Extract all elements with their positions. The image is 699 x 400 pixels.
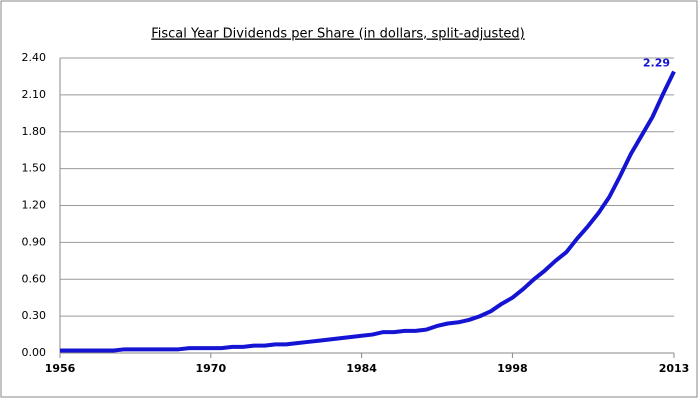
y-tick-label: 1.50 bbox=[22, 162, 47, 175]
x-tick-label: 2013 bbox=[659, 362, 690, 375]
y-tick-label: 1.20 bbox=[22, 199, 47, 212]
chart-title: Fiscal Year Dividends per Share (in doll… bbox=[151, 27, 525, 42]
y-tick-label: 0.00 bbox=[22, 346, 47, 359]
value-label: 2.29 bbox=[643, 57, 670, 70]
y-tick-label: 1.80 bbox=[22, 125, 47, 138]
data-line bbox=[60, 70, 676, 353]
x-tick-label: 1984 bbox=[346, 362, 377, 375]
x-tick-label: 1998 bbox=[497, 362, 528, 375]
y-tick-label: 0.60 bbox=[22, 272, 47, 285]
y-tick-label: 2.40 bbox=[22, 51, 47, 64]
x-tick-label: 1956 bbox=[45, 362, 76, 375]
y-tick-label: 0.90 bbox=[22, 235, 47, 248]
x-tick-label: 1970 bbox=[195, 362, 226, 375]
y-tick-label: 0.30 bbox=[22, 309, 47, 322]
y-tick-label: 2.10 bbox=[22, 88, 47, 101]
